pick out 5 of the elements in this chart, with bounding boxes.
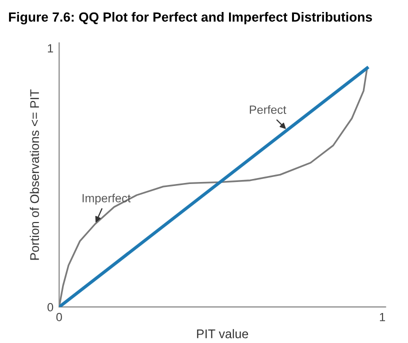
y-axis-title: Portion of Observations <= PIT (30, 89, 40, 260)
x-axis-title: PIT value (197, 329, 248, 338)
series-label: Perfect (250, 105, 286, 114)
chart-title: Figure 7.6: QQ Plot for Perfect and Imperfect Distributions (9, 12, 372, 24)
series-label: Imperfect (82, 194, 131, 205)
